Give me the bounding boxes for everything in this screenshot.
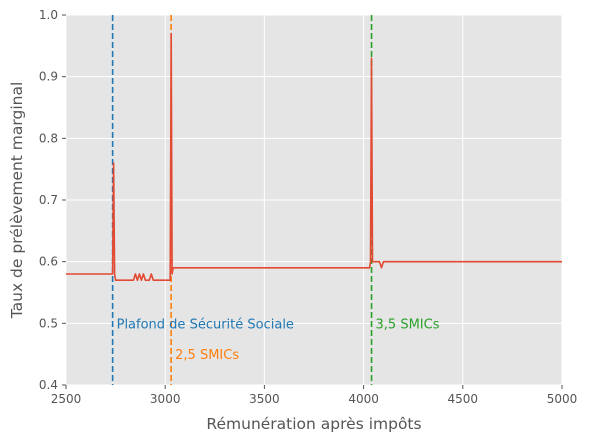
x-tick-label: 2500 (51, 392, 82, 406)
x-tick-label: 5000 (547, 392, 578, 406)
y-tick-label: 0.5 (39, 316, 58, 330)
reference-line-label: 3,5 SMICs (376, 317, 440, 332)
x-tick-label: 3000 (150, 392, 181, 406)
reference-line-label: 2,5 SMICs (175, 348, 239, 363)
grid (65, 14, 563, 386)
x-tick-label: 3500 (249, 392, 280, 406)
y-tick-label: 0.8 (39, 131, 58, 145)
y-tick-label: 0.7 (39, 193, 58, 207)
x-axis-label: Rémunération après impôts (206, 415, 421, 433)
y-tick-label: 0.9 (39, 70, 58, 84)
reference-line-label: Plafond de Sécurité Sociale (117, 317, 294, 332)
y-tick-label: 0.6 (39, 255, 58, 269)
series-line (66, 32, 562, 282)
y-axis-label: Taux de prélèvement marginal (8, 82, 26, 320)
y-tick-label: 0.4 (39, 378, 58, 392)
annotations: Plafond de Sécurité Sociale 2,5 SMICs 3,5 … (117, 317, 440, 363)
x-tick-label: 4500 (448, 392, 479, 406)
y-axis-ticks: 0.4 0.5 0.6 0.7 0.8 0.9 1.0 (39, 8, 66, 392)
x-axis-ticks: 2500 3000 3500 4000 4500 5000 (51, 385, 578, 406)
series-layer (66, 32, 562, 282)
x-tick-label: 4000 (348, 392, 379, 406)
y-tick-label: 1.0 (39, 8, 58, 22)
